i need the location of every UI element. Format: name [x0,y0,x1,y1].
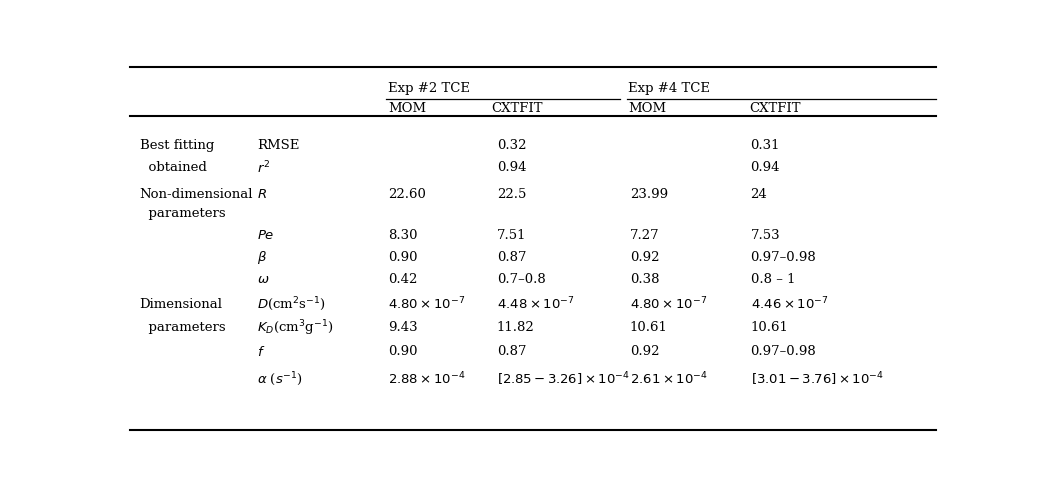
Text: 0.94: 0.94 [751,161,780,174]
Text: Non-dimensional: Non-dimensional [139,188,253,201]
Text: CXTFIT: CXTFIT [749,102,801,115]
Text: 11.82: 11.82 [497,321,535,334]
Text: 0.90: 0.90 [388,345,417,357]
Text: $2.88 \times 10^{-4}$: $2.88 \times 10^{-4}$ [388,370,466,387]
Text: 9.43: 9.43 [388,321,417,334]
Text: 23.99: 23.99 [630,188,668,201]
Text: 0.97–0.98: 0.97–0.98 [751,250,816,264]
Text: 7.51: 7.51 [497,229,526,242]
Text: $\omega$: $\omega$ [257,273,269,285]
Text: 8.30: 8.30 [388,229,417,242]
Text: 7.53: 7.53 [751,229,780,242]
Text: 22.5: 22.5 [497,188,526,201]
Text: 24: 24 [751,188,768,201]
Text: $\mathit{Pe}$: $\mathit{Pe}$ [257,229,275,242]
Text: RMSE: RMSE [257,139,300,151]
Text: 7.27: 7.27 [630,229,659,242]
Text: $2.61 \times 10^{-4}$: $2.61 \times 10^{-4}$ [630,370,707,387]
Text: parameters: parameters [139,207,226,220]
Text: MOM: MOM [388,102,426,115]
Text: 10.61: 10.61 [751,321,788,334]
Text: $[3.01 - 3.76] \times 10^{-4}$: $[3.01 - 3.76] \times 10^{-4}$ [751,370,884,387]
Text: 10.61: 10.61 [630,321,668,334]
Text: Exp #2 TCE: Exp #2 TCE [388,82,470,95]
Text: 0.8 – 1: 0.8 – 1 [751,273,796,285]
Text: CXTFIT: CXTFIT [491,102,543,115]
Text: obtained: obtained [139,161,207,174]
Text: 0.42: 0.42 [388,273,417,285]
Text: $[2.85 - 3.26] \times 10^{-4}$: $[2.85 - 3.26] \times 10^{-4}$ [497,370,629,387]
Text: 0.32: 0.32 [497,139,526,151]
Text: $4.46 \times 10^{-7}$: $4.46 \times 10^{-7}$ [751,295,828,312]
Text: Exp #4 TCE: Exp #4 TCE [628,82,710,95]
Text: $4.80 \times 10^{-7}$: $4.80 \times 10^{-7}$ [630,295,707,312]
Text: Dimensional: Dimensional [139,297,223,310]
Text: $4.48 \times 10^{-7}$: $4.48 \times 10^{-7}$ [497,295,574,312]
Text: $r^2$: $r^2$ [257,159,270,176]
Text: $R$: $R$ [257,188,267,201]
Text: $\beta$: $\beta$ [257,248,267,265]
Text: 0.94: 0.94 [497,161,526,174]
Text: 0.90: 0.90 [388,250,417,264]
Text: MOM: MOM [628,102,667,115]
Text: parameters: parameters [139,321,226,334]
Text: 0.87: 0.87 [497,250,526,264]
Text: 0.7–0.8: 0.7–0.8 [497,273,546,285]
Text: $\alpha$ ($s^{-1}$): $\alpha$ ($s^{-1}$) [257,370,303,387]
Text: $K_D$(cm$^3$g$^{-1}$): $K_D$(cm$^3$g$^{-1}$) [257,318,334,337]
Text: 0.87: 0.87 [497,345,526,357]
Text: 0.31: 0.31 [751,139,780,151]
Text: 0.38: 0.38 [630,273,659,285]
Text: 0.92: 0.92 [630,345,659,357]
Text: 22.60: 22.60 [388,188,425,201]
Text: $f$: $f$ [257,344,265,358]
Text: Best fitting: Best fitting [139,139,214,151]
Text: $D$(cm$^2$s$^{-1}$): $D$(cm$^2$s$^{-1}$) [257,295,327,312]
Text: $4.80 \times 10^{-7}$: $4.80 \times 10^{-7}$ [388,295,465,312]
Text: 0.92: 0.92 [630,250,659,264]
Text: 0.97–0.98: 0.97–0.98 [751,345,816,357]
